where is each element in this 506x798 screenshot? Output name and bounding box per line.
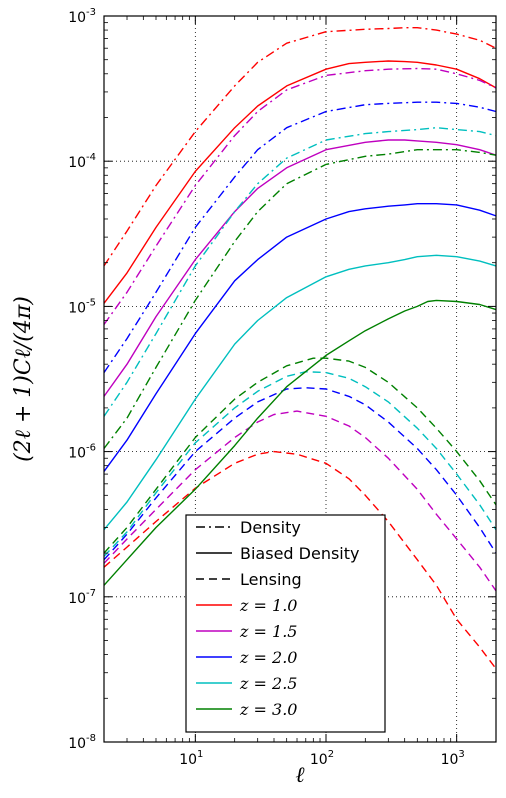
x-tick-base: 10 <box>441 752 459 768</box>
x-tick-exponent: 3 <box>458 749 464 760</box>
series-line-z1-0-biased-density <box>103 60 497 304</box>
legend-label: z = 2.0 <box>239 648 297 667</box>
series-line-z2-0-density <box>103 101 497 373</box>
y-axis-label: (2ℓ + 1)Cℓ/(4π) <box>11 296 36 462</box>
legend-label: z = 1.0 <box>239 596 297 615</box>
series-line-z3-0-lensing <box>103 357 497 554</box>
y-tick-base: 10 <box>68 446 86 462</box>
legend: Density Biased Density Lensing z = 1.0 z = 1… <box>185 514 386 733</box>
series-line-z2-0-biased-density <box>103 202 497 472</box>
series-line-z2-0-lensing <box>103 387 497 561</box>
legend-label: z = 2.5 <box>239 674 297 693</box>
x-tick-label: 101 <box>179 749 203 768</box>
x-tick-label: 102 <box>310 749 334 768</box>
series-line-z3-0-density <box>103 148 497 449</box>
legend-label: Lensing <box>240 570 302 589</box>
x-tick-exponent: 1 <box>197 749 203 760</box>
y-tick-base: 10 <box>68 10 86 26</box>
y-tick-label: 10-4 <box>68 152 96 171</box>
ticks <box>103 15 497 743</box>
legend-box <box>185 514 386 733</box>
y-tick-label: 10-8 <box>68 733 96 752</box>
series-line-z1-5-biased-density <box>103 139 497 397</box>
y-tick-base: 10 <box>68 300 86 316</box>
legend-entries: Density Biased Density Lensing z = 1.0 z = 1… <box>196 518 359 719</box>
legend-label: z = 1.5 <box>239 622 297 641</box>
y-tick-exponent: -6 <box>86 443 96 454</box>
x-axis-label: ℓ <box>295 763 305 788</box>
series-line-z1-5-lensing <box>103 410 497 592</box>
x-tick-label: 103 <box>441 749 465 768</box>
y-tick-label: 10-3 <box>68 7 96 26</box>
series-line-z2-5-density <box>103 126 497 417</box>
x-tick-base: 10 <box>310 752 328 768</box>
series-line-z2-5-lensing <box>103 371 497 557</box>
legend-label: Biased Density <box>240 544 359 563</box>
y-tick-exponent: -5 <box>86 297 96 308</box>
y-tick-exponent: -4 <box>86 152 96 163</box>
legend-label: Density <box>240 518 301 537</box>
y-tick-label: 10-6 <box>68 443 96 462</box>
plot-frame <box>103 15 497 743</box>
y-tick-base: 10 <box>68 591 86 607</box>
series-line-z3-0-biased-density <box>103 299 497 586</box>
y-tick-label: 10-7 <box>68 588 96 607</box>
y-tick-exponent: -3 <box>86 7 96 18</box>
y-tick-exponent: -7 <box>86 588 96 599</box>
x-tick-exponent: 2 <box>328 749 334 760</box>
series-line-z1-5-density <box>103 67 497 325</box>
x-tick-base: 10 <box>179 752 197 768</box>
y-tick-label: 10-5 <box>68 297 96 316</box>
series-line-z1-0-lensing <box>103 450 497 670</box>
y-tick-base: 10 <box>68 736 86 752</box>
y-tick-exponent: -8 <box>86 733 96 744</box>
series-line-z2-5-biased-density <box>103 254 497 531</box>
series-layer <box>103 27 497 670</box>
y-tick-base: 10 <box>68 155 86 171</box>
legend-label: z = 3.0 <box>239 700 297 719</box>
